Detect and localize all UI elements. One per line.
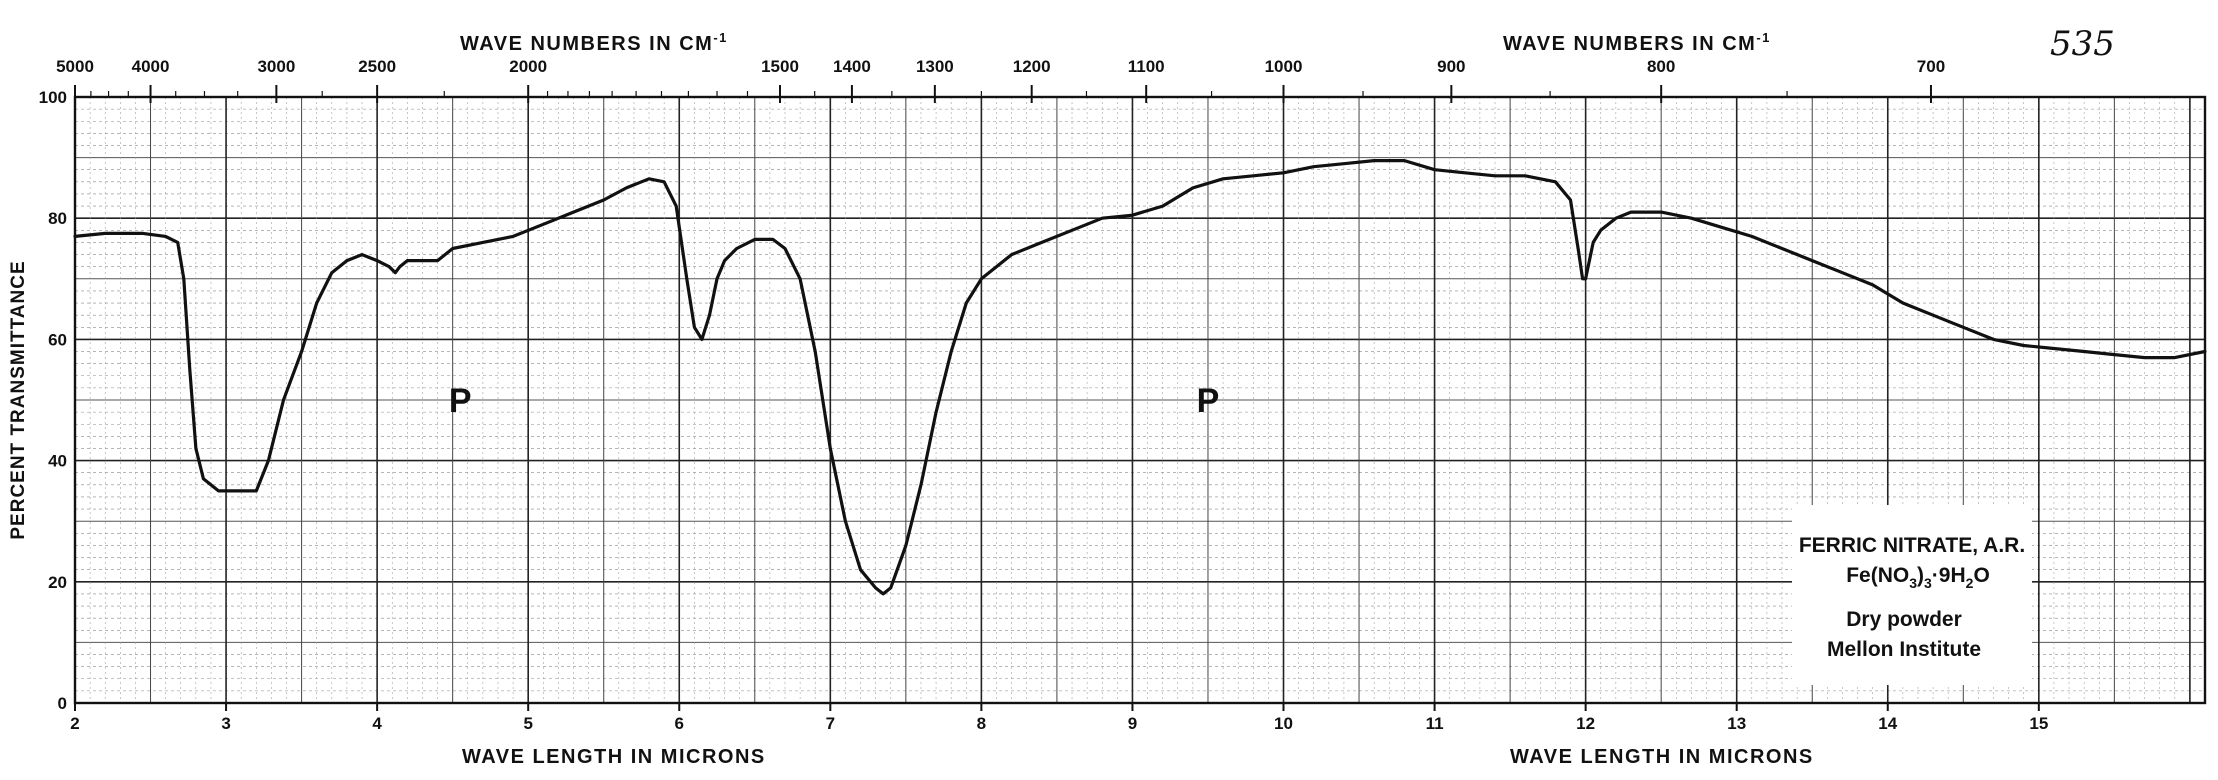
- wavenumber-tick-label: 1400: [833, 57, 871, 76]
- x-tick-label: 12: [1576, 714, 1595, 733]
- wavenumber-tick-label: 4000: [132, 57, 170, 76]
- sample-caption: FERRIC NITRATE, A.R. Fe(NO3)3·9H2O Dry p…: [1792, 505, 2032, 685]
- top-axis-title-left: WAVE NUMBERS IN CM-1: [460, 30, 728, 55]
- wavenumber-tick-label: 3000: [257, 57, 295, 76]
- x-tick-label: 4: [372, 714, 382, 733]
- x-tick-label: 7: [826, 714, 835, 733]
- x-axis-title-left: WAVE LENGTH IN MICRONS: [462, 746, 766, 768]
- x-tick-label: 3: [221, 714, 230, 733]
- transmittance-curve: [73, 159, 2207, 596]
- grid: [74, 96, 2206, 704]
- x-tick-label: 11: [1426, 714, 1444, 733]
- page-number: 535: [2050, 24, 2115, 64]
- wavenumber-tick-label: 700: [1917, 57, 1945, 76]
- x-tick-label: 14: [1878, 714, 1897, 733]
- x-tick-label: 9: [1128, 714, 1137, 733]
- wavenumber-tick-label: 2500: [358, 57, 396, 76]
- x-axis-ticks: 2 3 4 5 6 7 8 9 10 11 12 13 14 15: [70, 703, 2048, 733]
- wavenumber-tick-label: 800: [1647, 57, 1675, 76]
- top-axis-ticks: 5000 4000 3000 2500 2000 1500 1400 1300 1200 1100…: [56, 57, 1945, 103]
- x-tick-label: 5: [523, 714, 532, 733]
- y-tick-label: 40: [48, 452, 67, 471]
- x-tick-label: 13: [1727, 714, 1746, 733]
- plot-border: [73, 95, 2207, 705]
- y-tick-label: 0: [58, 694, 67, 713]
- wavenumber-tick-label: 1100: [1128, 57, 1165, 76]
- x-tick-label: 2: [70, 714, 79, 733]
- x-axis-title-right: WAVE LENGTH IN MICRONS: [1510, 746, 1814, 768]
- wavenumber-tick-label: 1500: [761, 57, 799, 76]
- x-tick-label: 8: [977, 714, 986, 733]
- top-axis-title-right: WAVE NUMBERS IN CM-1: [1503, 30, 1771, 55]
- caption-box: [1792, 505, 2032, 685]
- caption-line-3: Dry powder: [1846, 608, 1962, 631]
- x-tick-label: 15: [2029, 714, 2048, 733]
- wavenumber-tick-label: 1000: [1265, 57, 1303, 76]
- plot-frame: [73, 95, 2207, 705]
- caption-line-1: FERRIC NITRATE, A.R.: [1799, 534, 2025, 557]
- y-tick-label: 100: [39, 88, 67, 107]
- y-tick-label: 80: [48, 209, 67, 228]
- y-axis-ticks: 0 20 40 60 80 100: [39, 88, 67, 713]
- y-axis-title: PERCENT TRANSMITTANCE: [8, 260, 29, 539]
- y-tick-label: 20: [48, 573, 67, 592]
- caption-formula: Fe(NO3)3·9H2O: [1846, 564, 1990, 591]
- x-tick-label: 10: [1274, 714, 1293, 733]
- peak-annotation: P: [1197, 382, 1220, 420]
- caption-line-4: Mellon Institute: [1827, 638, 1981, 661]
- wavenumber-tick-label: 1300: [916, 57, 954, 76]
- peak-annotation: P: [449, 382, 472, 420]
- wavenumber-tick-label: 1200: [1013, 57, 1051, 76]
- y-tick-label: 60: [48, 330, 67, 349]
- wavenumber-tick-label: 900: [1437, 57, 1465, 76]
- wavenumber-tick-label: 5000: [56, 57, 94, 76]
- wavenumber-tick-label: 2000: [509, 57, 547, 76]
- x-tick-label: 6: [675, 714, 684, 733]
